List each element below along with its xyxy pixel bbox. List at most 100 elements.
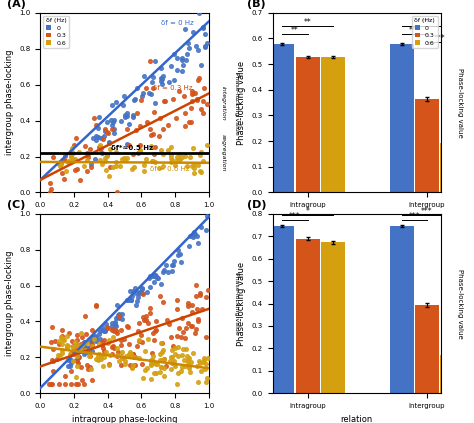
Point <box>133 84 140 91</box>
Point <box>62 168 70 175</box>
Point <box>105 361 113 368</box>
Point <box>150 336 158 343</box>
Point <box>181 110 189 116</box>
Point <box>157 364 164 371</box>
Point <box>88 340 96 347</box>
Point <box>186 154 194 161</box>
Point <box>82 331 90 338</box>
Point <box>72 135 80 142</box>
Point <box>174 251 182 258</box>
Point <box>181 92 188 99</box>
Text: δf = 0.3 Hz: δf = 0.3 Hz <box>153 85 192 91</box>
Point <box>67 147 75 154</box>
Point <box>96 328 104 335</box>
Point <box>168 347 176 354</box>
Point <box>191 231 199 237</box>
Point <box>196 9 203 16</box>
Point <box>48 357 56 364</box>
Point <box>69 154 76 161</box>
Point <box>112 328 119 335</box>
Point <box>126 287 133 294</box>
Text: (D): (D) <box>247 200 267 210</box>
Point <box>185 354 193 361</box>
Bar <box>270 226 294 393</box>
Point <box>170 51 178 58</box>
Point <box>118 349 126 356</box>
Point <box>147 375 155 382</box>
Point <box>95 340 102 347</box>
Point <box>100 353 108 360</box>
Point <box>194 46 201 53</box>
Point <box>115 313 123 320</box>
Point <box>128 297 135 303</box>
Point <box>49 368 57 375</box>
Point <box>167 155 174 162</box>
Point <box>152 272 159 278</box>
Point <box>73 357 80 364</box>
Point <box>110 126 118 133</box>
X-axis label: relation: relation <box>340 214 373 223</box>
Point <box>100 328 108 335</box>
Point <box>203 142 211 148</box>
Point <box>146 310 154 316</box>
Point <box>103 153 111 159</box>
Text: Phase-locking value: Phase-locking value <box>235 72 239 135</box>
Point <box>193 97 201 104</box>
Point <box>168 144 175 151</box>
Point <box>58 349 65 356</box>
Point <box>73 353 81 360</box>
Point <box>66 159 73 165</box>
Point <box>96 114 103 121</box>
Point <box>115 310 122 317</box>
Point <box>70 351 77 357</box>
Y-axis label: Phase-locking value: Phase-locking value <box>237 60 246 145</box>
Text: ***: *** <box>409 26 420 35</box>
Point <box>71 167 78 173</box>
Point <box>169 261 176 268</box>
Point <box>130 164 137 170</box>
Point <box>138 360 146 367</box>
Point <box>78 364 85 371</box>
Point <box>146 272 154 279</box>
Point <box>184 319 191 326</box>
Point <box>179 329 187 335</box>
Point <box>112 99 119 105</box>
Point <box>196 151 203 158</box>
Point <box>78 330 85 337</box>
Point <box>123 113 130 120</box>
Point <box>150 369 158 376</box>
Point <box>125 324 132 331</box>
Point <box>80 338 88 345</box>
Point <box>137 96 145 103</box>
Point <box>146 284 154 291</box>
Point <box>63 343 71 350</box>
Point <box>169 268 176 275</box>
Point <box>199 305 206 312</box>
Point <box>82 339 89 346</box>
Point <box>74 354 82 361</box>
Bar <box>321 242 345 393</box>
Point <box>100 337 108 343</box>
Point <box>114 344 121 351</box>
Point <box>54 355 61 362</box>
Point <box>170 96 177 103</box>
Point <box>189 349 196 356</box>
Point <box>99 327 106 333</box>
Point <box>159 163 166 170</box>
Point <box>115 349 122 356</box>
Text: segregation: segregation <box>221 135 226 172</box>
Point <box>159 299 167 306</box>
Point <box>86 343 94 350</box>
Point <box>126 362 133 368</box>
Point <box>151 58 159 64</box>
Point <box>81 343 89 350</box>
Point <box>103 151 111 158</box>
Text: ***: *** <box>409 212 420 222</box>
Point <box>118 355 126 362</box>
Point <box>174 247 182 253</box>
Point <box>121 360 128 367</box>
Point <box>125 341 133 348</box>
Point <box>193 363 201 369</box>
Point <box>73 165 81 172</box>
Point <box>57 333 64 340</box>
